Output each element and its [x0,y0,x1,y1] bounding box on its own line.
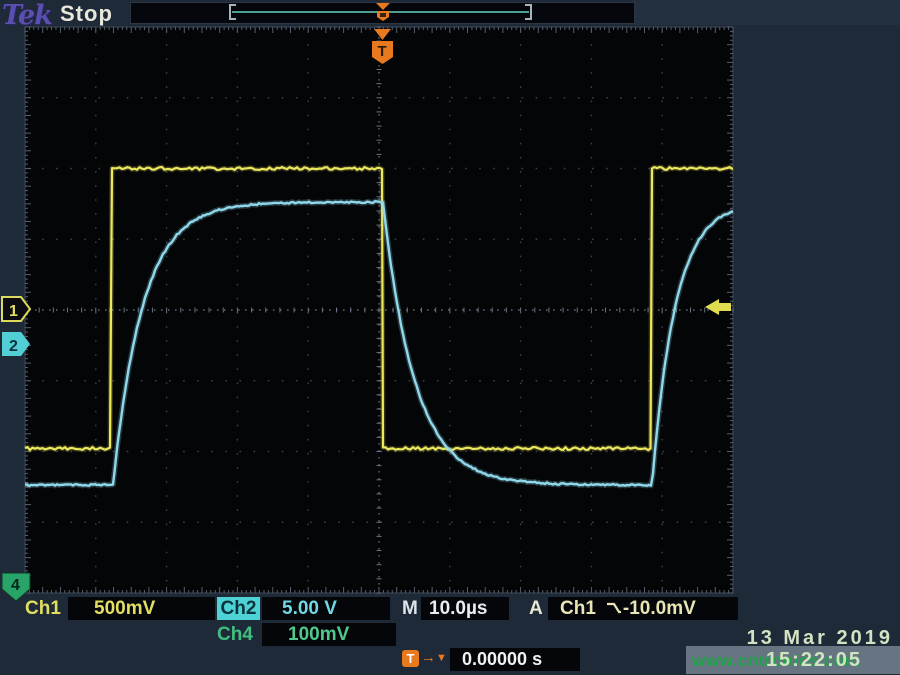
trigger-marker-letter: T [378,43,387,60]
ch2-reference-marker: 2 [2,332,30,356]
trigger-level-arrow [705,299,731,315]
trigger-delay-icon: T [402,650,419,667]
timebase-label: M [402,598,418,619]
trigger-source: Ch1 [560,598,596,619]
time-text: 15:22:05 [765,649,862,671]
ch2-marker-digit: 2 [9,338,18,355]
ch4-scale-readout: 100mV [262,623,396,646]
trigger-position-mini-icon [376,3,390,21]
top-right-strip [633,0,900,25]
down-triangle-icon: ▼ [436,652,447,664]
ch1-marker-digit: 1 [9,303,18,320]
falling-edge-icon [606,599,622,622]
acquisition-status: Stop [60,1,113,26]
ch2-scale-readout: 5.00 V [262,597,390,620]
tek-logo: Tek [2,0,53,31]
graticule-grid [24,26,734,594]
right-arrow-icon: → [421,649,436,666]
trigger-readout: Ch1 -10.0mV [548,597,738,620]
trigger-mode-label: A [529,598,543,619]
watermark-text: www.cntronics.com [692,651,861,670]
ch1-reference-marker: 1 [1,296,32,322]
ch4-marker-digit: 4 [11,577,20,594]
timebase-readout: 10.0µs [421,597,509,620]
ch1-label: Ch1 [25,598,61,619]
ch1-scale-readout: 500mV [68,597,215,620]
trigger-delay-readout: 0.00000 s [450,648,580,671]
ch1-waveform-trace [24,164,735,453]
ch4-label: Ch4 [217,624,253,645]
date-text: 13 Mar 2019 [746,627,893,649]
ch2-label-selected: Ch2 [217,597,260,620]
trigger-position-marker: T [372,29,393,64]
watermark-band [686,646,900,674]
trigger-level: -10.0mV [622,598,696,619]
ch2-waveform-trace [24,198,734,489]
ch4-reference-marker: 4 [1,572,31,602]
